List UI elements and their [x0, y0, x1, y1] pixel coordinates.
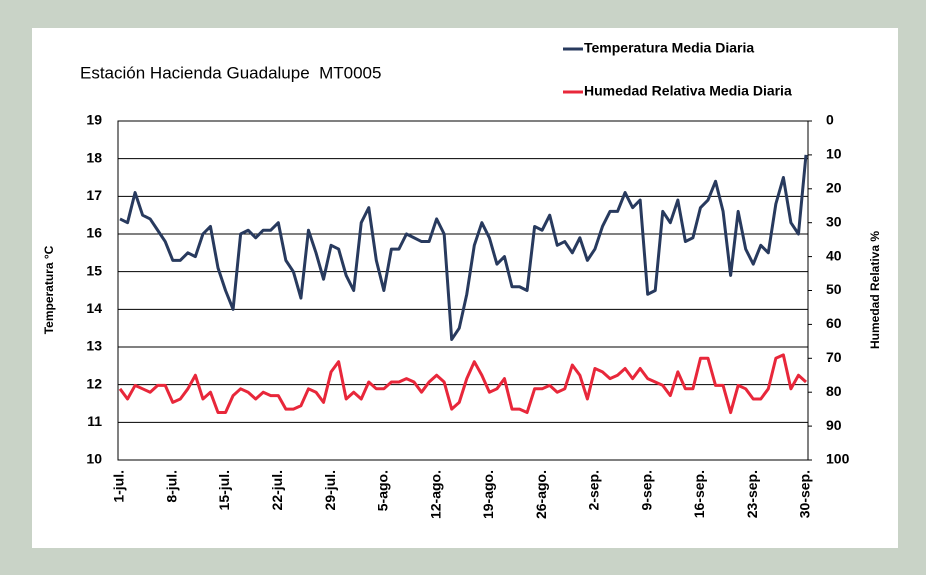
x-tick-label: 23-sep. [744, 470, 760, 518]
panel [32, 28, 898, 548]
chart-title: Estación Hacienda Guadalupe MT0005 [80, 63, 381, 82]
y-axis-label: Temperatura °C [42, 245, 56, 334]
x-tick-label: 5-ago. [375, 470, 391, 511]
y-tick-label: 15 [86, 262, 102, 278]
y-tick-label: 16 [86, 225, 102, 241]
x-tick-label: 19-ago. [480, 470, 496, 519]
x-tick-label: 16-sep. [691, 470, 707, 518]
y2-tick-label: 60 [826, 315, 842, 331]
y2-tick-label: 100 [826, 451, 850, 467]
y-tick-label: 14 [86, 300, 102, 316]
y2-tick-label: 20 [826, 180, 842, 196]
x-tick-label: 22-jul. [269, 470, 285, 510]
y-tick-label: 12 [86, 375, 102, 391]
x-tick-label: 9-sep. [638, 470, 654, 510]
series-line [119, 154, 808, 341]
x-tick-label: 29-jul. [322, 470, 338, 510]
y2-tick-label: 10 [826, 146, 842, 162]
x-tick-label: 12-ago. [427, 470, 443, 519]
y-tick-label: 17 [86, 187, 102, 203]
y2-tick-label: 50 [826, 281, 842, 297]
x-tick-label: 8-jul. [163, 470, 179, 503]
x-tick-label: 30-sep. [797, 470, 813, 518]
y-tick-label: 19 [86, 112, 102, 128]
y2-tick-label: 40 [826, 247, 842, 263]
legend-label: Humedad Relativa Media Diaria [584, 83, 792, 99]
x-tick-label: 26-ago. [533, 470, 549, 519]
y2-tick-label: 90 [826, 417, 842, 433]
y-tick-label: 10 [86, 451, 102, 467]
x-tick-label: 2-sep. [586, 470, 602, 510]
y-tick-label: 11 [87, 413, 102, 429]
series-line [118, 353, 808, 415]
y-tick-label: 13 [86, 338, 102, 354]
y2-tick-label: 0 [826, 112, 834, 128]
y2-tick-label: 80 [826, 383, 842, 399]
x-tick-label: 15-jul. [216, 470, 232, 510]
x-tick-label: 1-jul. [111, 470, 127, 503]
legend-label: Temperatura Media Diaria [584, 40, 754, 56]
y2-axis-label: Humedad Relativa % [868, 231, 882, 349]
y2-tick-label: 70 [826, 349, 842, 365]
y2-tick-label: 30 [826, 213, 842, 229]
y-tick-label: 18 [86, 149, 102, 165]
